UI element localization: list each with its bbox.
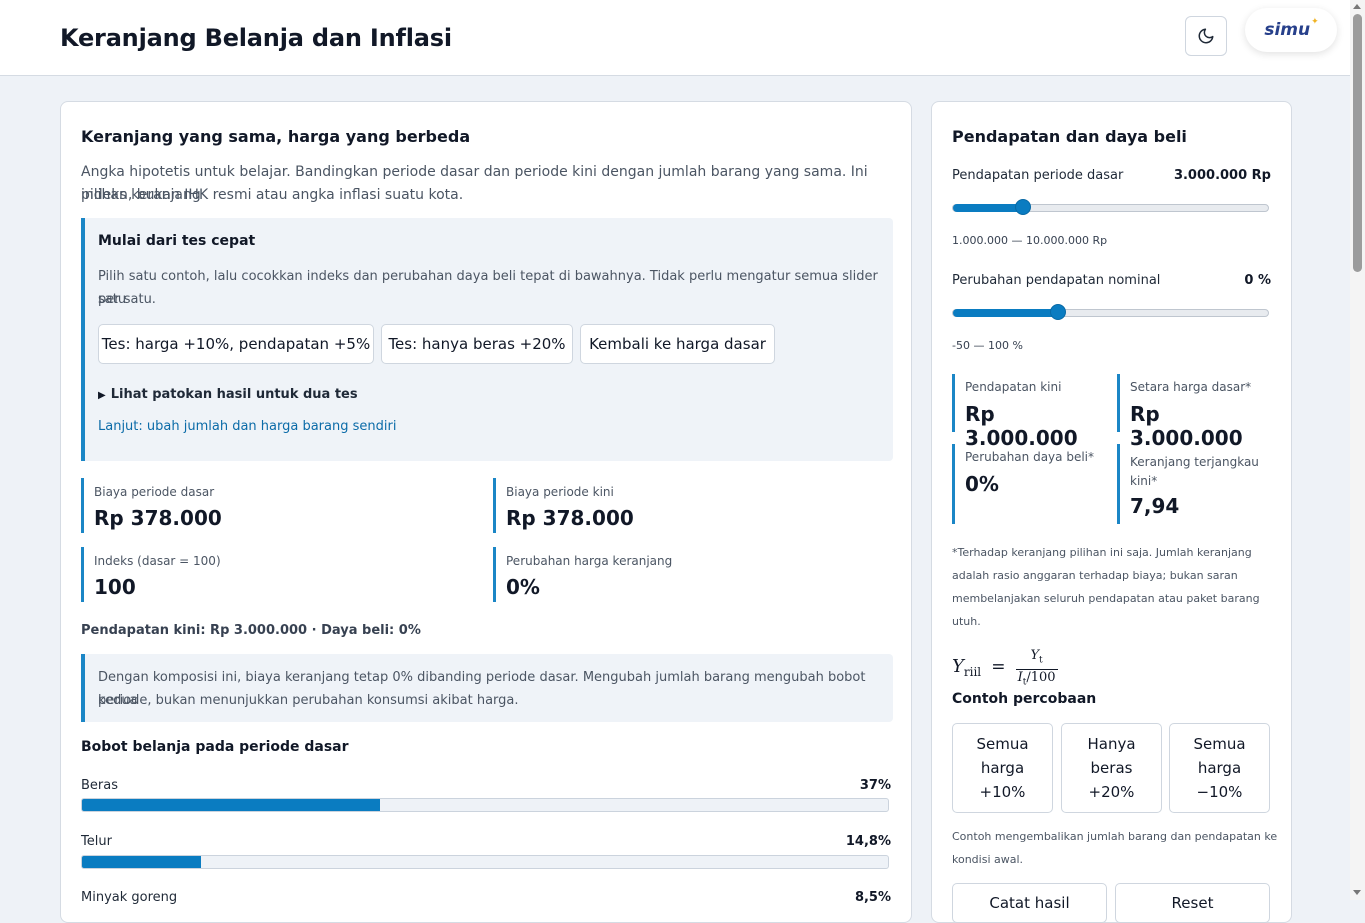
footnote-line: *Terhadap keranjang pilihan ini saja. Ju… [952,546,1252,559]
income-summary: Pendapatan kini: Rp 3.000.000 · Daya bel… [81,623,421,638]
simu-logo[interactable]: simu ✦ [1245,8,1337,52]
note-line-1: Dengan komposisi ini, biaya keranjang te… [98,670,866,708]
benchmark-details-label: Lihat patokan hasil untuk dua tes [110,387,358,402]
quick-test-desc-2: per satu. [98,292,156,307]
stat-current-income: Pendapatan kini Rp 3.000.000 [952,374,1102,450]
income-change-range: -50 — 100 % [952,339,1023,352]
benchmark-details-toggle[interactable]: ▶ Lihat patokan hasil untuk dua tes [98,385,358,403]
intro-line-2: pilihan, bukan IHK resmi atau angka infl… [81,187,464,203]
composition-note: Dengan komposisi ini, biaya keranjang te… [81,654,893,722]
theme-toggle-button[interactable] [1185,16,1227,56]
base-income-slider[interactable] [952,199,1269,215]
stat-affordable-baskets: Keranjang terjangkau kini* 7,94 [1117,444,1269,524]
base-income-value: 3.000.000 Rp [1173,168,1271,183]
custom-items-link[interactable]: Lanjut: ubah jumlah dan harga barang sen… [98,419,397,434]
weight-bar-beras [81,798,889,812]
stat-label: Biaya periode kini [506,485,614,499]
stat-value: Rp 378.000 [506,506,634,530]
weight-pct-minyak: 8,5% [854,890,891,905]
stat-value: Rp 3.000.000 [965,402,1078,450]
note-line-2: periode, bukan menunjukkan perubahan kon… [98,693,519,708]
reset-base-price-button[interactable]: Kembali ke harga dasar [580,324,775,364]
basket-card: Keranjang yang sama, harga yang berbeda … [60,101,912,923]
weight-label-telur: Telur [81,834,112,849]
weight-label-beras: Beras [81,778,119,793]
reset-button[interactable]: Reset [1115,883,1270,923]
income-card: Pendapatan dan daya beli Pendapatan peri… [931,101,1292,923]
real-income-formula: Yriil = Yt It/100 [952,648,1058,688]
logo-star-icon: ✦ [1311,17,1319,27]
stat-value: 7,94 [1130,494,1180,518]
intro-line-1: Angka hipotetis untuk belajar. Bandingka… [81,164,868,203]
stat-value: 0% [965,472,999,496]
stat-label: Biaya periode dasar [94,485,215,499]
weight-bar-telur [81,855,889,869]
weights-title: Bobot belanja pada periode dasar [81,739,349,755]
income-change-label: Perubahan pendapatan nominal [952,273,1161,288]
stat-label: Indeks (dasar = 100) [94,554,221,568]
scroll-up-icon[interactable] [1353,4,1361,9]
scrollbar-thumb[interactable] [1353,14,1362,272]
stat-price-change: Perubahan harga keranjang 0% [493,547,693,602]
stat-current-cost: Biaya periode kini Rp 378.000 [493,478,693,533]
slider-thumb[interactable] [1014,199,1031,215]
examples-title: Contoh percobaan [952,691,1097,707]
basket-title: Keranjang yang sama, harga yang berbeda [81,127,471,146]
stat-base-equivalent: Setara harga dasar* Rp 3.000.000 [1117,374,1269,450]
app-header: Keranjang Belanja dan Inflasi simu ✦ [0,0,1350,76]
slider-thumb[interactable] [1049,304,1066,320]
footnote-line: utuh. [952,615,981,628]
weight-label-minyak: Minyak goreng [81,890,178,905]
stat-label: Perubahan harga keranjang [506,554,673,568]
stat-label: Perubahan daya beli* [965,450,1094,464]
footnote-line: adalah rasio anggaran terhadap biaya; bu… [952,569,1238,582]
logo-text: simu [1264,20,1311,40]
weight-fill [82,856,202,868]
base-income-range: 1.000.000 — 10.000.000 Rp [952,234,1108,247]
stat-value: 100 [94,575,136,599]
examples-note-line-2: kondisi awal. [952,853,1024,866]
quick-test-desc-1: Pilih satu contoh, lalu cocokkan indeks … [98,269,878,307]
income-change-slider[interactable] [952,304,1269,320]
slider-fill [953,204,1023,212]
footnote: *Terhadap keranjang pilihan ini saja. Ju… [952,541,1260,633]
weight-fill [82,799,381,811]
weight-pct-beras: 37% [859,778,891,793]
stat-value: 0% [506,575,540,599]
example-all-plus10-button[interactable]: Semua harga +10% [952,723,1053,813]
examples-note-line-1: Contoh mengembalikan jumlah barang dan p… [952,830,1278,843]
stat-label-line-1: Keranjang terjangkau [1130,455,1259,469]
stat-value: Rp 378.000 [94,506,222,530]
stat-label: Setara harga dasar* [1130,380,1252,394]
test-price-income-button[interactable]: Tes: harga +10%, pendapatan +5% [98,324,374,364]
record-result-button[interactable]: Catat hasil [952,883,1107,923]
test-rice-only-button[interactable]: Tes: hanya beras +20% [381,324,573,364]
weight-pct-telur: 14,8% [845,834,891,849]
slider-fill [953,309,1058,317]
triangle-right-icon: ▶ [98,390,106,401]
scroll-down-icon[interactable] [1353,890,1361,895]
income-title: Pendapatan dan daya beli [952,127,1187,146]
stat-label-line-2: kini* [1130,474,1158,488]
page-title: Keranjang Belanja dan Inflasi [60,24,452,52]
footnote-line: membelanjakan seluruh pendapatan atau pa… [952,592,1260,605]
quick-test-panel: Mulai dari tes cepat Pilih satu contoh, … [81,218,893,461]
stat-base-cost: Biaya periode dasar Rp 378.000 [81,478,281,533]
stat-purchasing-power: Perubahan daya beli* 0% [952,444,1102,524]
moon-icon [1198,28,1214,44]
base-income-label: Pendapatan periode dasar [952,168,1124,183]
stat-value: Rp 3.000.000 [1130,402,1243,450]
example-rice-plus20-button[interactable]: Hanya beras +20% [1061,723,1162,813]
stat-index: Indeks (dasar = 100) 100 [81,547,281,602]
stat-label: Pendapatan kini [965,380,1062,394]
income-change-value: 0 % [1244,273,1271,288]
quick-test-title: Mulai dari tes cepat [98,233,256,249]
example-all-minus10-button[interactable]: Semua harga −10% [1169,723,1270,813]
